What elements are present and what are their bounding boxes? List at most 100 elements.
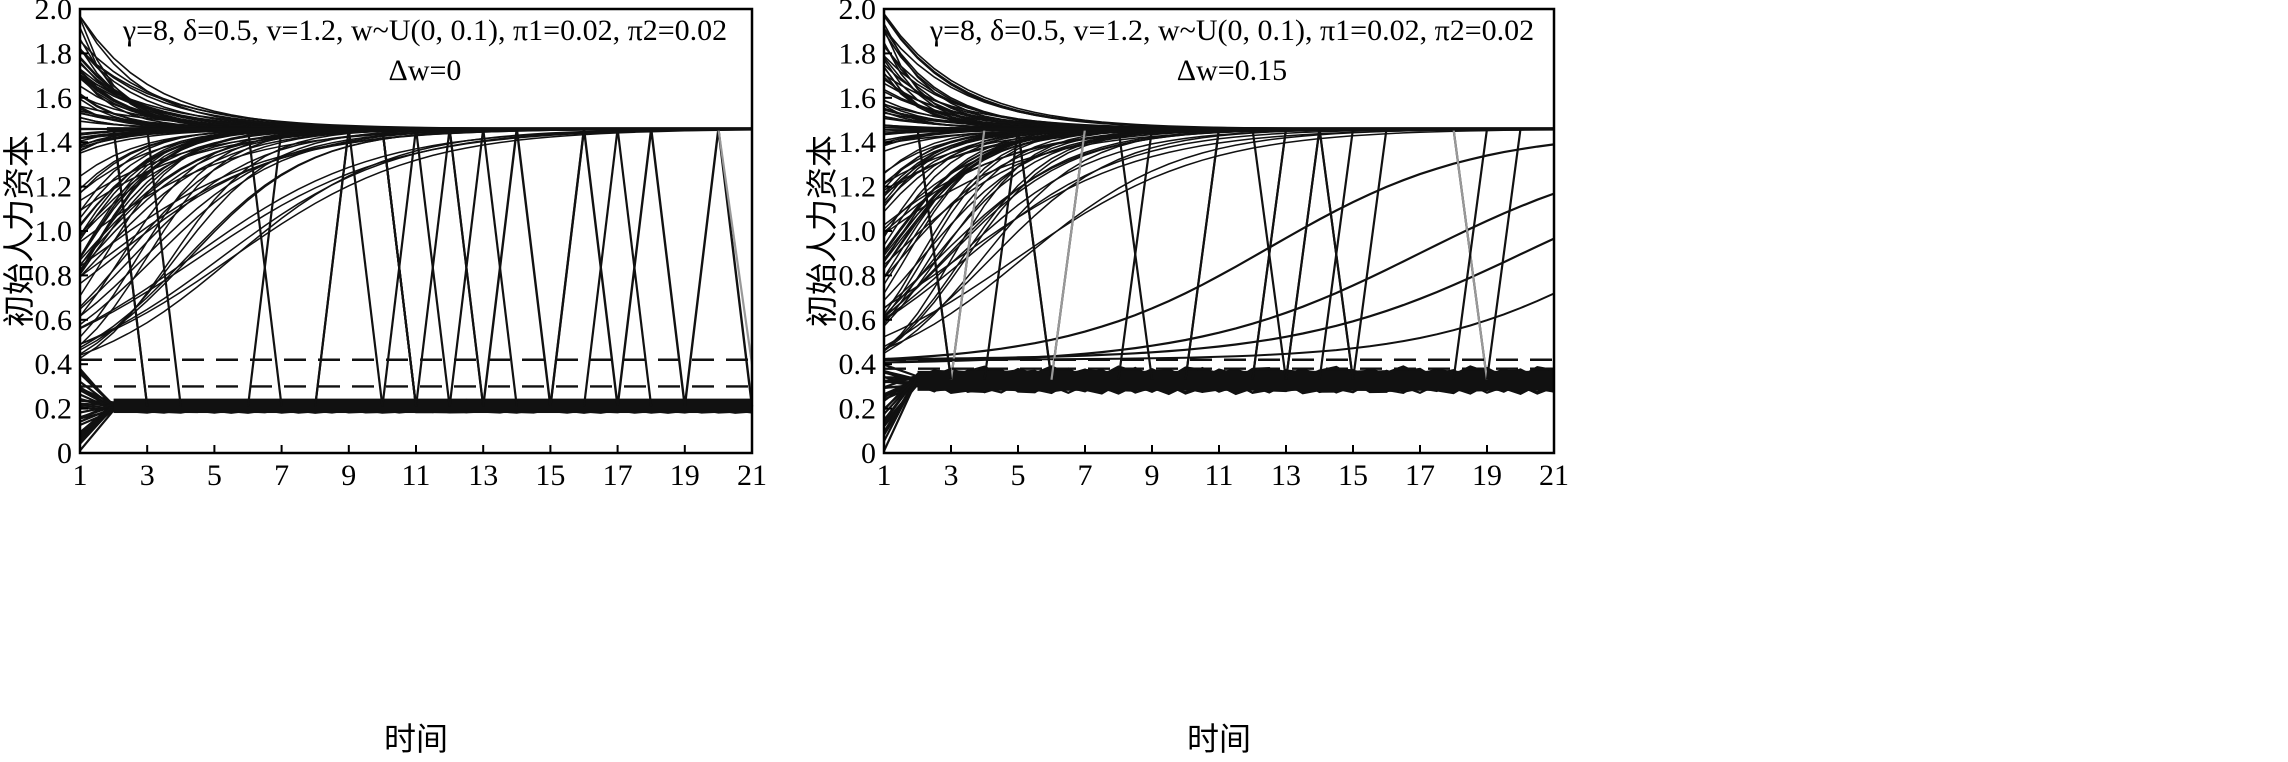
x-axis-ticks-right: 1 3 5 7 9 11 13 15 17 19 21 — [877, 445, 1569, 492]
x-tick-label: 7 — [274, 459, 289, 492]
y-tick-label: 0.8 — [35, 259, 73, 292]
delta-w-label-left: Δw=0 — [389, 54, 462, 87]
series-line-rise — [883, 128, 1554, 354]
x-tick-label: 13 — [468, 459, 498, 492]
x-axis-label-left: 时间 — [384, 720, 448, 758]
series-line-jump — [1184, 128, 1221, 380]
y-tick-label: 1.0 — [35, 215, 73, 248]
y-tick-label: 1.8 — [35, 37, 73, 70]
series-line-jump — [1485, 128, 1522, 380]
x-tick-label: 13 — [1271, 459, 1301, 492]
x-axis-label-right: 时间 — [1187, 720, 1251, 758]
x-tick-label: 15 — [535, 459, 565, 492]
y-tick-label: 1.2 — [35, 171, 73, 204]
series-line-rise — [883, 128, 1554, 205]
series-line-jump — [381, 128, 418, 407]
series-line-slow-rise — [883, 192, 1555, 364]
series-line-zigzag — [482, 128, 754, 407]
series-line-rise — [79, 128, 752, 202]
x-tick-label: 3 — [140, 459, 155, 492]
series-line-rise — [79, 128, 753, 356]
series-line-jump — [983, 128, 1020, 380]
params-text-left: γ=8, δ=0.5, v=1.2, w~U(0, 0.1), π1=0.02,… — [122, 14, 727, 47]
series-line-jump — [1050, 128, 1087, 380]
y-tick-label: 1.4 — [839, 126, 877, 159]
plot-area-left — [79, 15, 754, 452]
series-line-rise — [79, 128, 752, 310]
chart-panel-left: 1 3 5 7 9 11 13 15 17 19 21 00.20.40.60.81.01.21.4… — [0, 0, 767, 758]
series-line-slow-rise — [883, 143, 1555, 361]
series-line-rise — [79, 128, 752, 355]
series-line-rise — [79, 128, 752, 359]
x-tick-label: 21 — [737, 459, 767, 492]
y-tick-label: 0.4 — [35, 348, 73, 381]
x-tick-label: 1 — [877, 459, 892, 492]
series-line-jump — [916, 128, 953, 380]
y-tick-label: 1.4 — [35, 126, 73, 159]
x-axis-ticks-left: 1 3 5 7 9 11 13 15 17 19 21 — [73, 445, 767, 492]
series-line-rise — [883, 128, 1554, 294]
series-line-jump — [1117, 128, 1154, 380]
x-tick-label: 5 — [1011, 459, 1026, 492]
x-tick-label: 7 — [1078, 459, 1093, 492]
series-line-jump — [949, 128, 986, 380]
series-line-rise — [79, 129, 753, 345]
series-line-jump — [414, 128, 451, 407]
y-tick-label: 0.2 — [839, 393, 877, 426]
y-tick-label: 2.0 — [839, 0, 877, 26]
y-axis-ticks-right: 0 0.2 0.4 0.6 0.8 1.0 1.2 1.4 1.6 1.8 2.0 — [839, 0, 892, 470]
series-line-jump — [112, 128, 149, 407]
low-steady-band — [917, 370, 1554, 391]
series-line-jump — [1284, 128, 1321, 380]
chart-panel-right: 1 3 5 7 9 11 13 15 17 19 21 00.20.40.60.81.01.21.4… — [803, 0, 1569, 758]
series-line-rise — [79, 128, 752, 351]
y-tick-label: 0.2 — [35, 393, 73, 426]
y-axis-label-right: 初始人力资本 — [803, 135, 841, 327]
y-axis-ticks-left: 0 0.2 0.4 0.6 0.8 1.0 1.2 1.4 1.6 1.8 2.0 — [35, 0, 88, 470]
y-tick-label: 0 — [57, 437, 72, 470]
x-tick-label: 15 — [1338, 459, 1368, 492]
series-line-rise — [883, 128, 1555, 338]
y-tick-label: 0.6 — [35, 304, 73, 337]
series-line-jump — [1251, 128, 1288, 380]
x-tick-label: 17 — [1405, 459, 1435, 492]
x-tick-label: 17 — [603, 459, 633, 492]
series-line-rise — [79, 128, 752, 308]
series-line-rise — [79, 128, 752, 349]
y-tick-label: 0 — [861, 437, 876, 470]
series-line-jump — [1351, 128, 1388, 380]
y-tick-label: 1.0 — [839, 215, 877, 248]
series-line-slow-rise — [884, 292, 1555, 361]
x-tick-label: 3 — [944, 459, 959, 492]
y-tick-label: 0.8 — [839, 259, 877, 292]
x-tick-label: 19 — [670, 459, 700, 492]
y-axis-label-left: 初始人力资本 — [0, 135, 38, 327]
series-line-jump — [1318, 128, 1355, 380]
series-line-low — [79, 406, 753, 452]
series-line-zigzag — [717, 128, 754, 365]
series-line-jump — [347, 128, 384, 407]
y-tick-label: 1.8 — [839, 37, 877, 70]
series-line-jump — [1016, 128, 1053, 380]
y-tick-label: 1.2 — [839, 171, 877, 204]
series-line-jump — [314, 128, 350, 407]
low-steady-band — [113, 398, 753, 414]
y-tick-label: 2.0 — [35, 0, 73, 26]
y-tick-label: 1.6 — [839, 82, 877, 115]
x-tick-label: 19 — [1472, 459, 1502, 492]
x-tick-label: 21 — [1539, 459, 1569, 492]
params-text-right: γ=8, δ=0.5, v=1.2, w~U(0, 0.1), π1=0.02,… — [929, 14, 1534, 47]
x-tick-label: 9 — [341, 459, 356, 492]
y-tick-label: 0.4 — [839, 348, 877, 381]
series-line-slow-rise — [883, 237, 1555, 361]
x-tick-label: 11 — [402, 459, 431, 492]
plot-area-right — [883, 13, 1555, 452]
delta-w-label-right: Δw=0.15 — [1177, 54, 1287, 87]
x-tick-label: 11 — [1205, 459, 1234, 492]
series-line-jump — [146, 128, 182, 407]
x-tick-label: 1 — [73, 459, 88, 492]
series-line-rise — [883, 128, 1554, 246]
x-tick-label: 9 — [1145, 459, 1160, 492]
y-tick-label: 1.6 — [35, 82, 73, 115]
